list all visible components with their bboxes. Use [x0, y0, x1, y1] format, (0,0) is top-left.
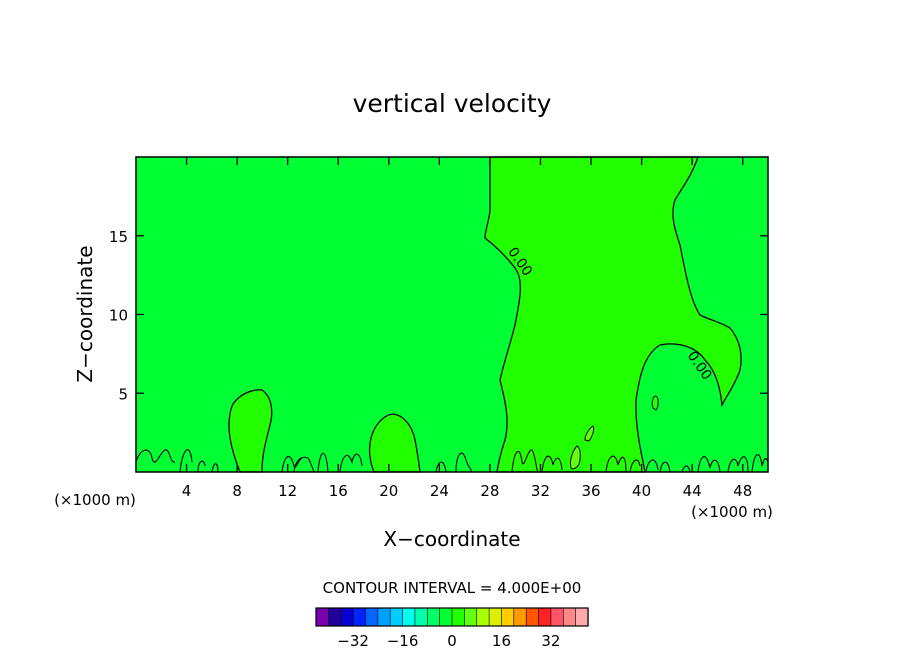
colorbar-swatch — [402, 607, 416, 627]
x-tick-label: 8 — [232, 482, 242, 500]
colorbar-swatch — [575, 607, 589, 627]
x-tick-label: 20 — [379, 482, 398, 500]
y-tick-label: 5 — [118, 385, 128, 403]
x-tick-label: 28 — [480, 482, 499, 500]
x-tick-label: 48 — [733, 482, 752, 500]
x-tick-label: 16 — [329, 482, 348, 500]
colorbar-swatch — [476, 607, 490, 627]
colorbar-swatch — [525, 607, 540, 627]
colorbar-tick-label: −16 — [387, 632, 419, 650]
colorbar-swatch — [365, 607, 379, 627]
colorbar-tick-label: 0 — [447, 632, 457, 650]
colorbar-swatch — [550, 607, 564, 627]
strong-updraft-cell — [570, 445, 581, 470]
colorbar-swatch — [538, 607, 552, 627]
x-tick-label: 4 — [182, 482, 192, 500]
x-tick-label: 44 — [683, 482, 702, 500]
y-axis-label: Z−coordinate — [73, 245, 97, 382]
updraft-cell-small-b — [651, 395, 659, 411]
chart-title: vertical velocity — [353, 89, 552, 118]
colorbar-swatch — [501, 607, 515, 627]
colorbar-swatch — [352, 607, 367, 627]
x-tick-label: 24 — [430, 482, 449, 500]
x-tick-label: 32 — [531, 482, 550, 500]
x-tick-label: 36 — [581, 482, 600, 500]
colorbar-swatch — [464, 607, 478, 627]
x-axis-label: X−coordinate — [383, 527, 520, 551]
x-tick-label: 12 — [278, 482, 297, 500]
colorbar-swatch — [414, 607, 428, 627]
x-tick-label: 40 — [632, 482, 651, 500]
plume-center — [368, 413, 421, 473]
colorbar-swatch — [389, 607, 404, 627]
colorbar-swatch — [513, 607, 527, 627]
colorbar-swatch — [340, 607, 354, 627]
surface-contours — [135, 449, 769, 473]
contour-interval-text: CONTOUR INTERVAL = 4.000E+00 — [323, 579, 582, 597]
colorbar-swatch — [315, 607, 329, 627]
updraft-cell-small-a — [584, 425, 595, 442]
colorbar-tick-label: 16 — [492, 632, 511, 650]
colorbar-swatch — [328, 607, 342, 627]
colorbar-swatch — [377, 607, 391, 627]
colorbar: −32 −16 0 16 32 — [315, 607, 589, 650]
x-unit-left: (×1000 m) — [54, 491, 136, 509]
y-tick-label: 10 — [109, 307, 128, 325]
updraft-region — [484, 156, 742, 473]
colorbar-swatch — [426, 607, 441, 627]
colorbar-tick-label: −32 — [337, 632, 369, 650]
colorbar-frame — [315, 607, 589, 627]
colorbar-swatch — [451, 607, 465, 627]
colorbar-swatch — [439, 607, 453, 627]
colorbar-swatch — [562, 607, 577, 627]
colorbar-tick-label: 32 — [541, 632, 560, 650]
plume-left — [228, 389, 273, 473]
y-tick-label: 15 — [109, 228, 128, 246]
colorbar-swatch — [488, 607, 503, 627]
x-unit-right: (×1000 m) — [691, 503, 773, 521]
